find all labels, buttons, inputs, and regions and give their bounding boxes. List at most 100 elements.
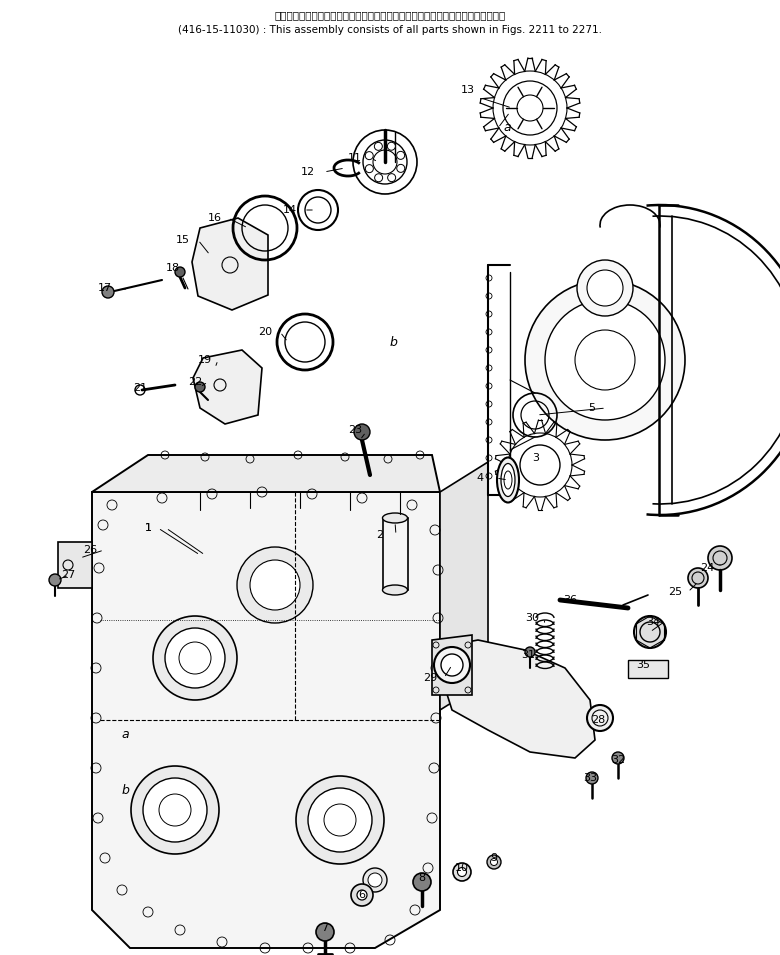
Circle shape [316,923,334,941]
Text: a: a [121,729,129,741]
Text: 23: 23 [348,425,362,435]
Circle shape [363,868,387,892]
Circle shape [368,873,382,887]
Ellipse shape [382,513,407,523]
Text: 9: 9 [491,853,498,863]
Text: 15: 15 [176,235,190,245]
Text: 33: 33 [583,773,597,783]
Text: 31: 31 [521,650,535,660]
Circle shape [441,654,463,676]
Polygon shape [58,542,92,588]
Circle shape [458,867,466,877]
Circle shape [612,752,624,764]
Circle shape [577,260,633,316]
Text: 13: 13 [461,85,475,95]
Text: 17: 17 [98,283,112,293]
Text: 18: 18 [166,263,180,273]
Text: 4: 4 [477,473,484,483]
Circle shape [374,174,383,181]
Polygon shape [435,640,595,758]
Text: 32: 32 [611,755,625,765]
Text: 12: 12 [301,167,315,177]
Polygon shape [193,350,262,424]
Circle shape [634,616,666,648]
Text: 16: 16 [208,213,222,223]
Circle shape [586,772,598,784]
Text: 35: 35 [636,660,650,670]
Text: 19: 19 [198,355,212,365]
Text: 14: 14 [283,205,297,215]
Text: a: a [503,121,511,135]
Polygon shape [440,462,488,710]
Text: 24: 24 [700,563,714,573]
Text: 2: 2 [377,530,384,540]
Circle shape [525,280,685,440]
Text: 7: 7 [321,923,328,933]
Ellipse shape [497,457,519,502]
Text: b: b [389,335,397,349]
Text: 21: 21 [133,383,147,393]
Text: 22: 22 [188,377,202,387]
Polygon shape [432,635,472,695]
Circle shape [434,647,470,683]
Text: 5: 5 [588,403,595,413]
Circle shape [587,270,623,306]
Polygon shape [628,660,668,678]
Circle shape [175,267,185,277]
Circle shape [388,174,395,181]
Circle shape [708,546,732,570]
Circle shape [49,574,61,586]
Text: 3: 3 [533,453,540,463]
Text: 36: 36 [563,595,577,605]
Circle shape [354,424,370,440]
Polygon shape [192,218,268,310]
Polygon shape [92,492,440,948]
Ellipse shape [501,463,515,497]
Circle shape [102,286,114,298]
Text: このアセンブリの構成部品は第２２１１図から第２２７１図の部品まで含みます．: このアセンブリの構成部品は第２２１１図から第２２７１図の部品まで含みます． [275,10,505,20]
Circle shape [365,152,374,159]
Text: 8: 8 [418,873,426,883]
Text: b: b [121,783,129,796]
Circle shape [165,628,225,688]
Text: 10: 10 [455,863,469,873]
Circle shape [143,778,207,842]
Text: 25: 25 [668,587,682,597]
Circle shape [688,568,708,588]
Circle shape [487,855,501,869]
Text: 29: 29 [423,673,437,683]
Circle shape [357,890,367,900]
Circle shape [195,382,205,392]
Ellipse shape [382,585,407,595]
Text: 11: 11 [348,153,362,163]
Polygon shape [92,455,440,492]
Circle shape [374,142,382,150]
Text: 28: 28 [591,715,605,725]
Circle shape [545,300,665,420]
Text: 26: 26 [83,545,97,555]
Circle shape [250,560,300,610]
Circle shape [587,705,613,731]
Text: 34: 34 [646,617,660,627]
Circle shape [131,766,219,854]
Text: 27: 27 [61,570,75,580]
Text: (416-15-11030) : This assembly consists of all parts shown in Figs. 2211 to 2271: (416-15-11030) : This assembly consists … [178,25,602,35]
Circle shape [296,776,384,864]
Circle shape [397,151,405,159]
Circle shape [397,164,405,172]
Circle shape [388,142,395,150]
Circle shape [153,616,237,700]
Circle shape [351,884,373,906]
Circle shape [453,863,471,881]
Circle shape [308,788,372,852]
Circle shape [365,164,374,173]
Text: 1: 1 [144,523,151,533]
Text: 20: 20 [258,327,272,337]
Text: 1: 1 [144,523,151,533]
Circle shape [525,647,535,657]
Circle shape [413,873,431,891]
Text: 6: 6 [359,890,366,900]
Circle shape [237,547,313,623]
Circle shape [491,859,498,865]
Text: 30: 30 [525,613,539,623]
